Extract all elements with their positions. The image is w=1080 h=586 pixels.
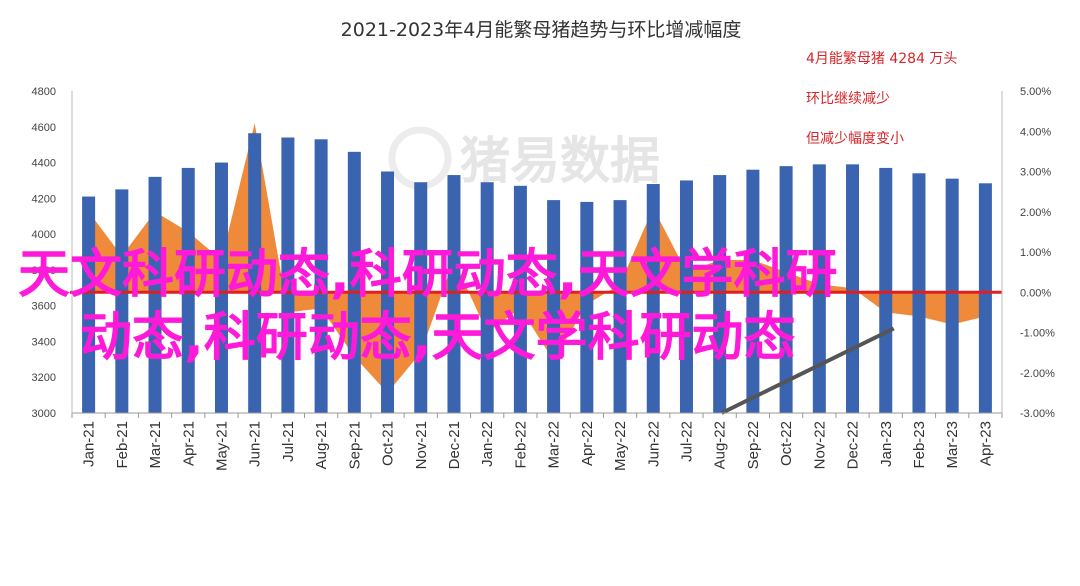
x-tick-label: Jan-23 <box>878 421 895 467</box>
x-tick-label: Sep-22 <box>745 421 762 469</box>
overlay-text-line-1: 天文科研动态,科研动态,天文学科研 <box>18 245 838 305</box>
area-series <box>88 123 986 393</box>
bar <box>281 137 295 413</box>
bar <box>879 167 893 413</box>
x-tick-label: May-21 <box>213 421 230 471</box>
x-tick-label: Feb-21 <box>114 421 131 469</box>
x-tick-label: Apr-22 <box>579 421 596 466</box>
watermark-text: 猪易数据 <box>460 132 660 190</box>
bar <box>447 175 461 413</box>
x-tick-label: Feb-22 <box>512 421 529 469</box>
y-left-tick-label: 3400 <box>32 336 56 348</box>
y-right-tick-label: 2.00% <box>1020 207 1051 219</box>
x-axis: Jan-21 Feb-21 Mar-21 Apr-21 May-21 Jun-21 Jul-… <box>71 413 1003 471</box>
bar <box>580 201 594 413</box>
x-tick-label: Aug-21 <box>313 421 330 469</box>
y-left-tick-label: 3000 <box>32 408 56 420</box>
x-tick-label: Mar-23 <box>944 421 961 469</box>
annotation-decline-narrows: 但减少幅度变小 <box>806 131 904 147</box>
x-tick-label: Jan-21 <box>81 421 98 467</box>
y-right-tick-label: -2.00% <box>1020 368 1055 380</box>
bar <box>646 184 660 413</box>
y-right-tick-label: 5.00% <box>1020 86 1051 98</box>
bar <box>347 151 361 414</box>
x-tick-label: Aug-22 <box>712 421 729 469</box>
y-right-tick-label: -3.00% <box>1020 408 1055 420</box>
y-left-tick-label: 3800 <box>32 265 56 277</box>
y-right-tick-label: -1.00% <box>1020 328 1055 340</box>
x-tick-label: Oct-22 <box>778 421 795 466</box>
bar <box>82 196 96 413</box>
bar <box>181 167 195 413</box>
x-tick-label: Oct-21 <box>380 421 397 466</box>
x-tick-label: Mar-22 <box>546 421 563 469</box>
x-tick-label: May-22 <box>612 421 629 471</box>
overlay-text-line-2: 动态,科研动态,天文学科研动态 <box>80 308 796 368</box>
x-tick-label: Nov-22 <box>811 421 828 469</box>
y-left-tick-label: 4800 <box>32 86 56 98</box>
bar <box>945 178 959 413</box>
x-tick-label: Sep-21 <box>346 421 363 469</box>
x-tick-label: Jul-22 <box>678 421 695 462</box>
bar <box>713 175 727 413</box>
y-left-tick-label: 4000 <box>32 229 56 241</box>
area-layer <box>88 123 986 393</box>
y-right-tick-label: 4.00% <box>1020 126 1051 138</box>
annotation-sows-count: 4月能繁母猪 4284 万头 <box>806 51 957 67</box>
bar <box>978 183 992 413</box>
x-tick-label: Jun-21 <box>247 421 264 467</box>
bar <box>679 180 693 413</box>
bar <box>513 185 527 413</box>
x-tick-label: Feb-23 <box>911 421 928 469</box>
trend-line <box>720 326 895 415</box>
bar <box>547 200 561 413</box>
bar <box>115 189 129 413</box>
bar <box>846 164 860 413</box>
y-left-tick-label: 4600 <box>32 122 56 134</box>
bar <box>414 182 428 413</box>
y-left-tick-label: 3600 <box>32 301 56 313</box>
x-tick-label: Dec-21 <box>446 421 463 469</box>
bar <box>148 176 162 413</box>
x-tick-label: Jan-22 <box>479 421 496 467</box>
y-left-axis: 3000 3200 3400 3600 3800 4000 4200 4400 4600 4800 <box>32 86 56 420</box>
y-right-tick-label: 1.00% <box>1020 247 1051 259</box>
bar <box>812 164 826 413</box>
x-tick-label: Apr-23 <box>977 421 994 466</box>
x-tick-label: Dec-22 <box>845 421 862 469</box>
chart-title: 2021-2023年4月能繁母猪趋势与环比增减幅度 <box>341 19 742 41</box>
bar <box>314 139 328 414</box>
y-right-tick-label: 3.00% <box>1020 167 1051 179</box>
x-tick-label: Apr-21 <box>180 421 197 466</box>
x-tick-label: Jul-21 <box>280 421 297 462</box>
x-tick-label: Mar-21 <box>147 421 164 469</box>
x-tick-label: Nov-21 <box>413 421 430 469</box>
bar <box>248 133 262 413</box>
bar <box>613 200 627 413</box>
y-left-tick-label: 3200 <box>32 372 56 384</box>
y-left-tick-label: 4400 <box>32 158 56 170</box>
bar <box>214 162 228 413</box>
watermark: 猪易数据 <box>388 126 660 190</box>
x-tick-label: Jun-22 <box>645 421 662 467</box>
bar <box>480 182 494 413</box>
annotation-continues-decline: 环比继续减少 <box>806 90 890 107</box>
y-right-tick-label: 0.00% <box>1020 287 1051 299</box>
y-right-axis: -3.00% -2.00% -1.00% 0.00% 1.00% 2.00% 3.00% 4.… <box>1020 86 1055 420</box>
y-left-tick-label: 4200 <box>32 193 56 205</box>
bar <box>779 166 793 413</box>
